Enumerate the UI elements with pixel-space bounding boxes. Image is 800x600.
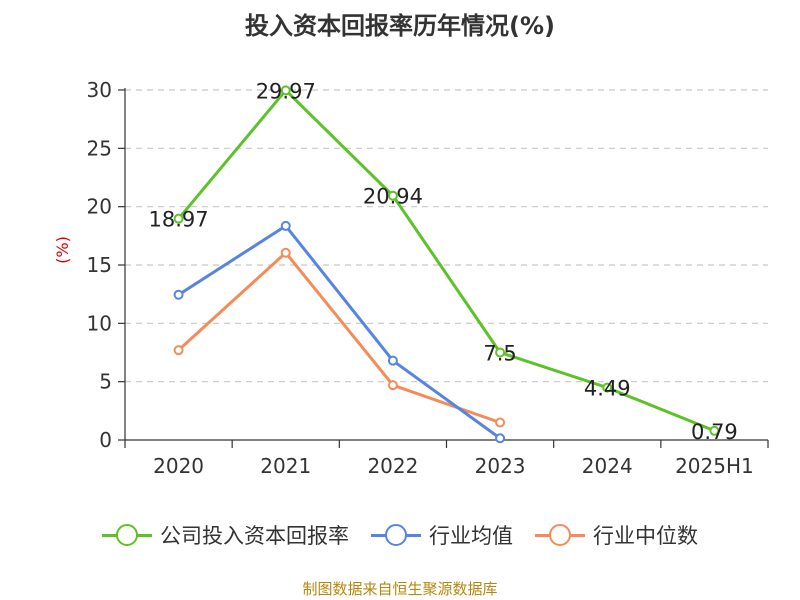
- data-label-2020: 18.97: [149, 208, 209, 232]
- data-source-note: 制图数据来自恒生聚源数据库: [302, 580, 498, 598]
- legend-item-company[interactable]: 公司投入资本回报率: [102, 520, 349, 550]
- data-label-2025H1: 0.79: [691, 420, 738, 444]
- series-0-point-2023: [495, 347, 506, 358]
- legend-marker-company: [102, 524, 152, 546]
- y-tick-label-10: 10: [87, 311, 112, 335]
- y-tick-label-30: 30: [87, 78, 112, 102]
- series-1-point-2022: [387, 355, 398, 366]
- legend-label-company: 公司投入资本回报率: [160, 524, 349, 548]
- chart-legend: 公司投入资本回报率 行业均值 行业中位数: [0, 520, 800, 550]
- series-0-point-2024: [602, 382, 613, 393]
- y-tick-label-15: 15: [87, 253, 112, 277]
- x-tick-label-2020: 2020: [153, 454, 204, 478]
- x-tick-label-2023: 2023: [475, 454, 526, 478]
- series-line-0: [177, 88, 715, 433]
- x-tick-label-2021: 2021: [260, 454, 311, 478]
- x-tick-label-2024: 2024: [582, 454, 633, 478]
- legend-label-industry-median: 行业中位数: [593, 524, 698, 548]
- series-0-point-2022: [387, 190, 398, 201]
- series-0-point-2021: [280, 85, 291, 96]
- data-label-2023: 7.5: [483, 342, 516, 366]
- series-2-point-2020: [173, 345, 184, 356]
- y-tick-label-25: 25: [87, 136, 112, 160]
- y-tick-label-20: 20: [87, 195, 112, 219]
- legend-item-industry-median[interactable]: 行业中位数: [535, 520, 698, 550]
- legend-label-industry-average: 行业均值: [429, 524, 513, 548]
- series-1-point-2023: [495, 433, 506, 444]
- data-label-2022: 20.94: [363, 185, 423, 209]
- series-0-point-2020: [173, 213, 184, 224]
- series-2-point-2022: [387, 380, 398, 391]
- legend-marker-industry-average: [371, 524, 421, 546]
- data-label-2024: 4.49: [584, 377, 631, 401]
- series-1-point-2020: [173, 289, 184, 300]
- legend-marker-industry-median: [535, 524, 585, 546]
- x-tick-label-2022: 2022: [367, 454, 418, 478]
- series-1-point-2021: [280, 220, 291, 231]
- series-line-2: [177, 251, 501, 424]
- series-0-point-2025H1: [709, 425, 720, 436]
- legend-item-industry-average[interactable]: 行业均值: [371, 520, 513, 550]
- chart-title: 投入资本回报率历年情况(%): [245, 12, 555, 40]
- y-tick-label-5: 5: [99, 370, 112, 394]
- data-label-2021: 29.97: [256, 79, 316, 103]
- y-axis-title: (%): [53, 236, 72, 264]
- series-2-point-2023: [495, 417, 506, 428]
- y-tick-label-0: 0: [99, 428, 112, 452]
- series-2-point-2021: [280, 247, 291, 258]
- series-line-1: [177, 224, 501, 440]
- x-tick-label-2025H1: 2025H1: [675, 454, 754, 478]
